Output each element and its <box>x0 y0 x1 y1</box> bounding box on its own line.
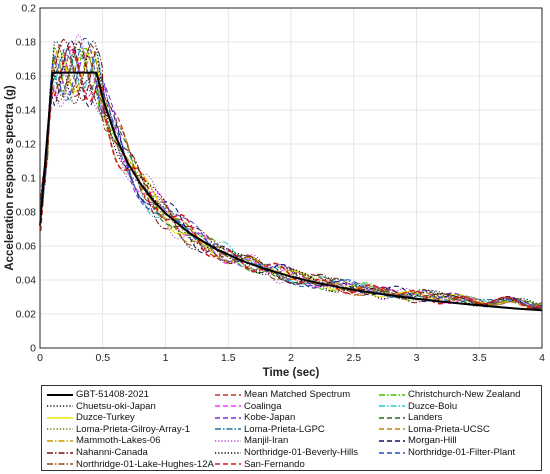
legend-label: Northridge-01-Beverly-Hills <box>244 447 359 458</box>
legend-entry: Manjil-Iran <box>215 435 288 446</box>
legend-entry: Coalinga <box>215 401 282 412</box>
legend-label: Mammoth-Lakes-06 <box>76 435 161 447</box>
design-spectrum-line <box>39 71 543 312</box>
legend-label: Chuetsu-oki-Japan <box>76 400 156 412</box>
legend-entry: Northridge-01-Lake-Hughes-12A <box>47 459 214 470</box>
y-tick-label: 0.12 <box>16 139 37 151</box>
legend-entry: Duzce-Turkey <box>47 412 135 423</box>
y-tick-label: 0.08 <box>16 207 37 219</box>
legend-swatch <box>47 428 73 430</box>
legend-swatch <box>215 463 241 465</box>
legend-swatch <box>47 440 73 442</box>
y-axis-label: Acceleration response spectra (g) <box>4 85 16 271</box>
legend-label: Christchurch-New Zealand <box>408 389 521 400</box>
legend-swatch <box>379 416 405 419</box>
series-line <box>39 45 543 309</box>
legend-swatch <box>379 405 405 407</box>
legend-swatch <box>47 463 73 465</box>
legend-entry: San-Fernando <box>215 459 305 470</box>
legend-label: Mean Matched Spectrum <box>244 389 351 400</box>
legend-entry: Loma-Prieta-UCSC <box>379 424 490 435</box>
legend-label: Loma-Prieta-LGPC <box>244 423 325 435</box>
x-tick-label: 3 <box>414 352 420 364</box>
legend-entry: Mean Matched Spectrum <box>215 389 350 400</box>
spectrum-curves <box>39 34 543 312</box>
legend-entry: Kobe-Japan <box>215 412 295 423</box>
legend: GBT-51408-2021 Mean Matched Spectrum Chris… <box>41 385 542 471</box>
response-spectra-chart: 0 0.5 1 1.5 2 2.5 3 3.5 4 0 0.02 0.04 0.06 0.08 0.1 0.… <box>4 3 545 380</box>
legend-swatch <box>379 428 405 430</box>
legend-swatch <box>215 405 241 407</box>
legend-entry: Northridge-01-Filter-Plant <box>379 447 515 458</box>
legend-label: Duzce-Turkey <box>76 412 135 424</box>
series-line <box>40 41 543 307</box>
legend-entry: Landers <box>379 412 442 423</box>
legend-label: Landers <box>408 412 443 424</box>
legend-swatch <box>215 440 241 442</box>
legend-label: Manjil-Iran <box>244 435 289 447</box>
x-tick-label: 2 <box>288 352 294 364</box>
legend-entry: Chuetsu-oki-Japan <box>47 401 156 412</box>
legend-label: Nahanni-Canada <box>76 447 148 458</box>
legend-swatch <box>379 393 405 396</box>
legend-label: Northridge-01-Lake-Hughes-12A <box>76 458 214 470</box>
legend-entry: Morgan-Hill <box>379 435 457 446</box>
y-tick-label: 0.18 <box>16 37 37 49</box>
x-tick-label: 1.5 <box>221 352 236 364</box>
legend-label: Northridge-01-Filter-Plant <box>408 447 516 458</box>
legend-label: Morgan-Hill <box>408 435 457 447</box>
legend-swatch <box>215 393 241 396</box>
plot-frame <box>39 7 543 349</box>
series-line <box>40 38 543 310</box>
y-tick-label: 0.1 <box>21 173 36 185</box>
legend-label: San-Fernando <box>244 458 305 470</box>
y-tick-label: 0.16 <box>16 71 37 83</box>
x-tick-label: 4 <box>539 352 545 364</box>
legend-label: Coalinga <box>244 400 282 412</box>
y-tick-label: 0.2 <box>21 3 36 15</box>
legend-swatch <box>47 451 73 454</box>
legend-swatch <box>379 440 405 442</box>
y-tick-labels: 0 0.02 0.04 0.06 0.08 0.1 0.12 0.14 0.16 0.18 0.2 <box>16 3 37 355</box>
legend-entry: Loma-Prieta-LGPC <box>215 424 325 435</box>
legend-entry: Nahanni-Canada <box>47 447 148 458</box>
legend-label: Loma-Prieta-Gilroy-Array-1 <box>76 423 191 435</box>
legend-swatch <box>47 393 73 396</box>
x-tick-label: 3.5 <box>472 352 487 364</box>
legend-entry: Duzce-Bolu <box>379 401 457 412</box>
legend-entry: Loma-Prieta-Gilroy-Array-1 <box>47 424 190 435</box>
legend-label: GBT-51408-2021 <box>76 389 149 400</box>
y-tick-label: 0.06 <box>16 241 37 253</box>
legend-swatch <box>379 451 405 454</box>
legend-entry: Christchurch-New Zealand <box>379 389 520 400</box>
legend-label: Duzce-Bolu <box>408 400 458 412</box>
legend-label: Loma-Prieta-UCSC <box>408 423 490 435</box>
legend-swatch <box>47 405 73 407</box>
x-tick-labels: 0 0.5 1 1.5 2 2.5 3 3.5 4 <box>37 352 545 364</box>
legend-entry: Northridge-01-Beverly-Hills <box>215 447 358 458</box>
y-tick-label: 0.14 <box>16 105 37 117</box>
x-tick-label: 0.5 <box>95 352 110 364</box>
y-tick-label: 0.02 <box>16 309 37 321</box>
legend-swatch <box>215 416 241 419</box>
x-tick-label: 1 <box>163 352 169 364</box>
legend-swatch <box>215 428 241 430</box>
legend-entry: Mammoth-Lakes-06 <box>47 435 160 446</box>
x-axis-label: Time (sec) <box>263 367 320 379</box>
x-tick-label: 2.5 <box>346 352 361 364</box>
legend-entry: GBT-51408-2021 <box>47 389 149 400</box>
y-tick-label: 0 <box>30 343 36 355</box>
legend-swatch <box>215 451 241 454</box>
y-tick-label: 0.04 <box>16 275 37 287</box>
legend-swatch <box>47 416 73 419</box>
x-tick-label: 0 <box>37 352 43 364</box>
series-line <box>40 55 543 308</box>
legend-label: Kobe-Japan <box>244 412 296 424</box>
series-line <box>40 47 543 310</box>
